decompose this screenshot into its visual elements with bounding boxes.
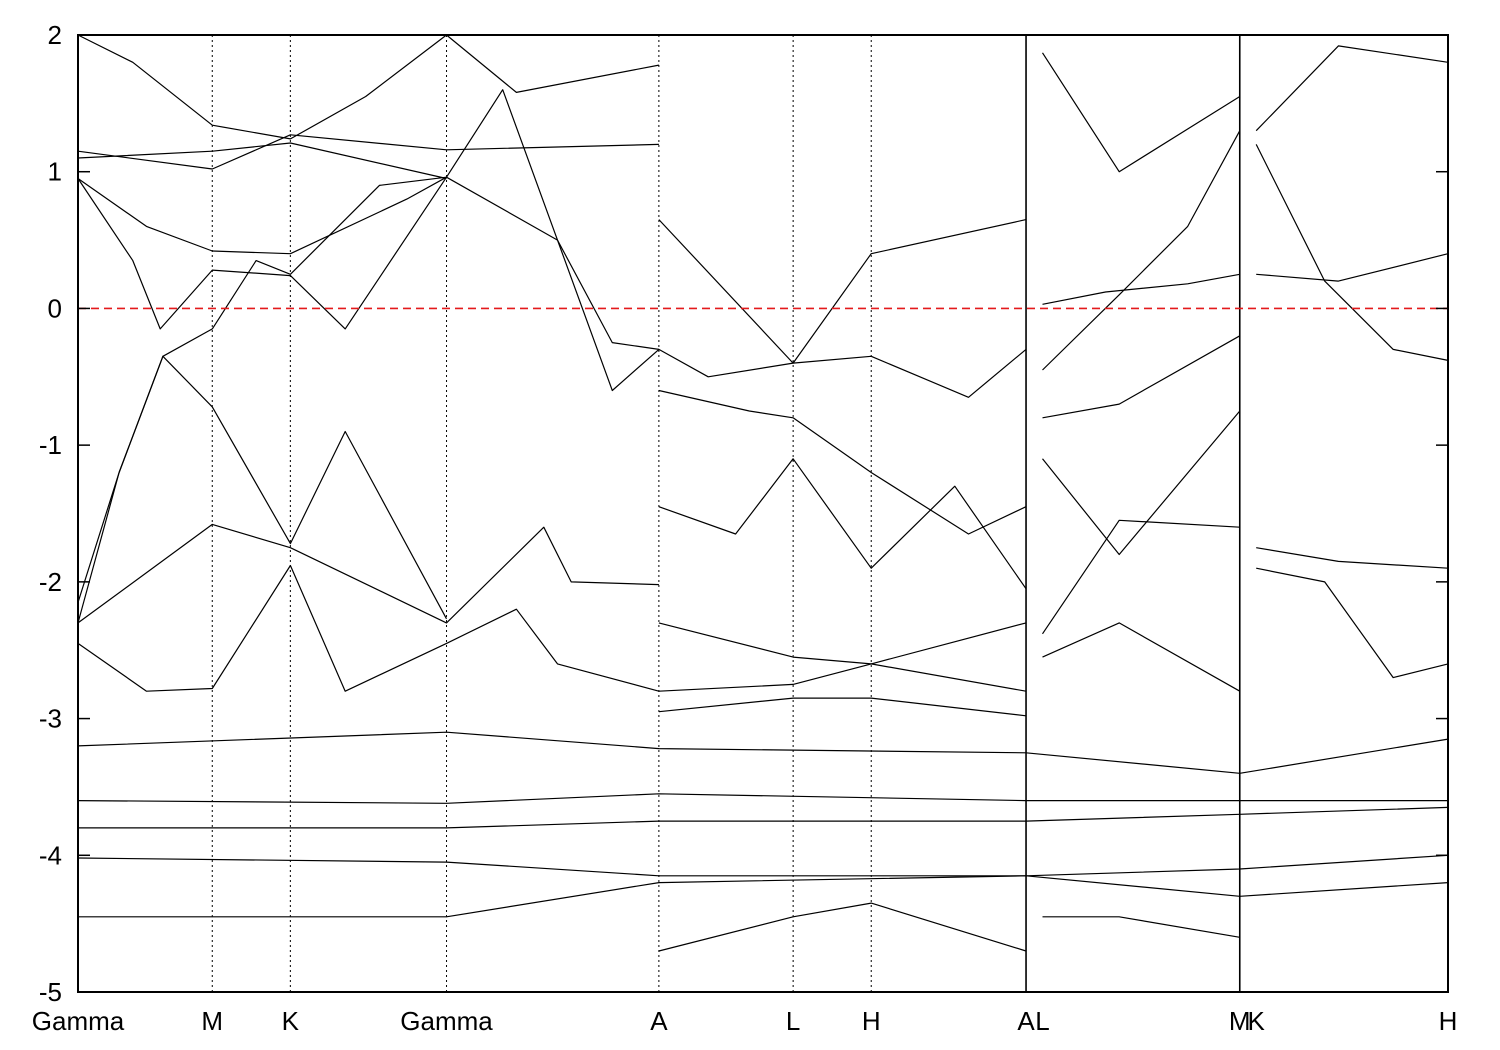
x-axis: Gamma M K Gamma A L H A L MK H [32, 1006, 1458, 1036]
y-tick-label: -4 [39, 840, 62, 870]
y-axis: 2 1 0 -1 -2 -3 -4 -5 [39, 20, 1448, 1007]
x-tick-label: Gamma [32, 1006, 125, 1036]
x-tick-label: H [862, 1006, 881, 1036]
band-line-19 [1042, 130, 1241, 371]
band-line-6 [77, 176, 447, 624]
band-line-11 [658, 219, 1027, 364]
band-line-21 [1042, 410, 1241, 556]
y-tick-label: -2 [39, 567, 62, 597]
band-line-16 [658, 697, 1027, 717]
band-line-34 [77, 854, 1449, 877]
band-line-29 [1256, 567, 1449, 679]
plot-frame [77, 34, 1449, 993]
grid-layer [211, 35, 1241, 992]
band-line-8 [77, 523, 659, 624]
x-tick-label: M [1229, 1006, 1251, 1036]
y-tick-label: 2 [48, 20, 62, 50]
band-line-1 [77, 34, 660, 140]
band-line-2 [77, 134, 659, 170]
y-tick-label: -5 [39, 977, 62, 1007]
x-tick-label: L [786, 1006, 800, 1036]
band-line-28 [1256, 547, 1449, 569]
x-tick-label: M [201, 1006, 223, 1036]
y-tick-label: 0 [48, 293, 62, 323]
band-line-14 [658, 622, 1027, 665]
x-tick-label: Gamma [400, 1006, 493, 1036]
x-tick-label: A [650, 1006, 668, 1036]
band-line-26 [1255, 144, 1449, 361]
band-line-5 [77, 176, 659, 350]
band-line-30 [1255, 45, 1449, 132]
band-line-22 [1042, 519, 1240, 635]
x-tick-label: A [1017, 1006, 1035, 1036]
band-line-9 [77, 564, 660, 692]
band-line-17 [658, 902, 1027, 952]
band-line-20 [1042, 335, 1241, 419]
bands-layer [77, 34, 1449, 952]
band-line-15 [658, 663, 1027, 692]
band-line-13 [658, 458, 1027, 590]
x-tick-label: H [1439, 1006, 1458, 1036]
band-line-35 [78, 875, 1449, 918]
y-tick-label: -3 [39, 704, 62, 734]
band-line-18 [1042, 273, 1240, 305]
band-line-24 [1042, 916, 1240, 938]
x-tick-label: K [282, 1006, 300, 1036]
y-tick-label: 1 [48, 157, 62, 187]
band-line-33 [78, 806, 1449, 829]
band-line-12 [658, 389, 1027, 535]
band-line-32 [77, 793, 1448, 804]
band-line-23 [1042, 622, 1241, 692]
x-tick-label: K [1248, 1006, 1266, 1036]
band-line-25 [1041, 52, 1241, 173]
band-line-3 [77, 142, 447, 180]
band-line-31 [77, 731, 1449, 774]
x-tick-label: L [1035, 1006, 1049, 1036]
y-tick-label: -1 [39, 430, 62, 460]
band-line-7 [77, 355, 448, 620]
band-line-4 [77, 176, 447, 255]
band-line-27 [1256, 253, 1449, 282]
band-line-10 [445, 89, 1027, 398]
